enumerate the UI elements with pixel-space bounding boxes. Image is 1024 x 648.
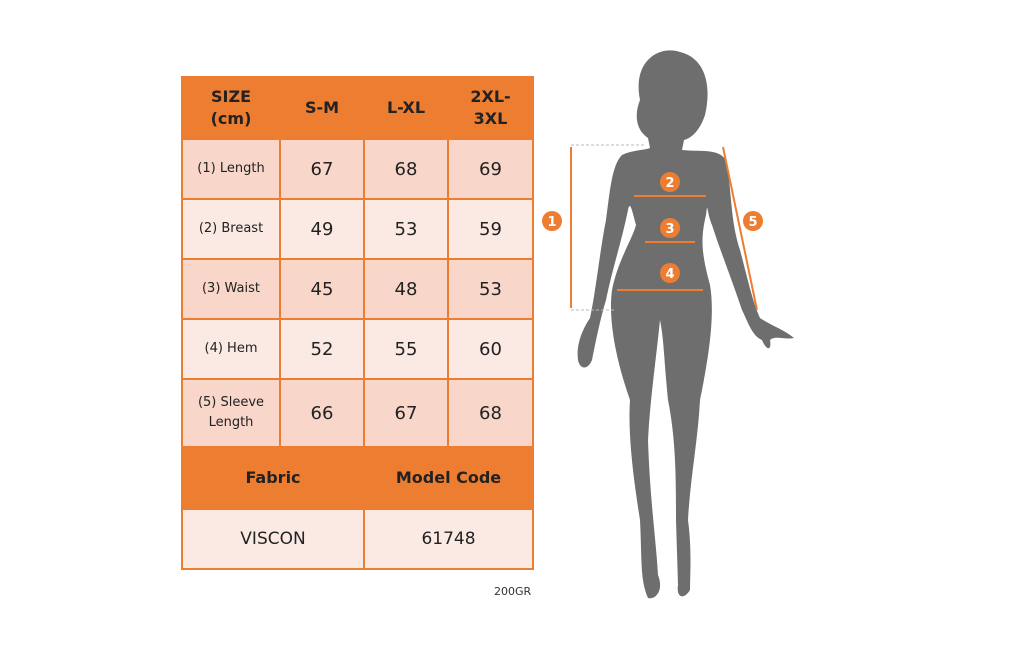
measurement-lines: [570, 144, 758, 311]
table-row: (4) Hem 52 55 60: [181, 318, 534, 380]
cell: 55: [363, 318, 449, 380]
size-chart-table: SIZE (cm) S-M L-XL 2XL- 3XL (1) Length 67 …: [181, 76, 534, 570]
marker-3-label: 3: [665, 222, 674, 237]
cell: 45: [279, 258, 365, 320]
fabric-header-row: Fabric Model Code: [181, 446, 534, 510]
row-label: (1) Length: [181, 138, 281, 200]
table-row: (5) Sleeve Length 66 67 68: [181, 378, 534, 448]
label-line: (5) Sleeve: [197, 395, 265, 410]
model-code-label: Model Code: [363, 446, 534, 510]
unit-label: (cm): [210, 109, 252, 128]
row-label: (5) Sleeve Length: [181, 378, 281, 448]
cell: 48: [363, 258, 449, 320]
row-label: (4) Hem: [181, 318, 281, 380]
marker-2-label: 2: [665, 176, 674, 191]
header-row: SIZE (cm) S-M L-XL 2XL- 3XL: [181, 76, 534, 140]
silhouette-icon: [577, 50, 794, 599]
label-line: Length: [208, 415, 254, 430]
cell: 53: [363, 198, 449, 260]
size-header: SIZE (cm): [181, 76, 281, 140]
marker-4-icon: [660, 263, 680, 283]
size-col-lxl: L-XL: [363, 76, 449, 140]
marker-5-label: 5: [748, 215, 757, 230]
marker-5-icon: [743, 211, 763, 231]
fabric-value-row: VISCON 61748: [181, 508, 534, 570]
marker-2-icon: [660, 172, 680, 192]
table-row: (1) Length 67 68 69: [181, 138, 534, 200]
cell: 49: [279, 198, 365, 260]
cell: 66: [279, 378, 365, 448]
size-label: SIZE: [210, 87, 251, 106]
cell: 60: [447, 318, 534, 380]
row-label: (3) Waist: [181, 258, 281, 320]
cell: 68: [363, 138, 449, 200]
table-row: (2) Breast 49 53 59: [181, 198, 534, 260]
cell: 59: [447, 198, 534, 260]
table-row: (3) Waist 45 48 53: [181, 258, 534, 320]
weight-note: 200GR: [494, 585, 532, 598]
marker-1-label: 1: [547, 215, 556, 230]
cell: 53: [447, 258, 534, 320]
marker-4-label: 4: [665, 267, 674, 282]
cell: 67: [363, 378, 449, 448]
fabric-value: VISCON: [181, 508, 365, 570]
row-label: (2) Breast: [181, 198, 281, 260]
size-label: 2XL-: [470, 87, 511, 106]
marker-3-icon: [660, 218, 680, 238]
size-col-2xl3xl: 2XL- 3XL: [447, 76, 534, 140]
cell: 52: [279, 318, 365, 380]
size-col-sm: S-M: [279, 76, 365, 140]
cell: 69: [447, 138, 534, 200]
fabric-label: Fabric: [181, 446, 365, 510]
measurement-markers: [542, 172, 763, 283]
cell: 68: [447, 378, 534, 448]
size-label: 3XL: [473, 109, 508, 128]
model-code-value: 61748: [363, 508, 534, 570]
cell: 67: [279, 138, 365, 200]
marker-1-icon: [542, 211, 562, 231]
